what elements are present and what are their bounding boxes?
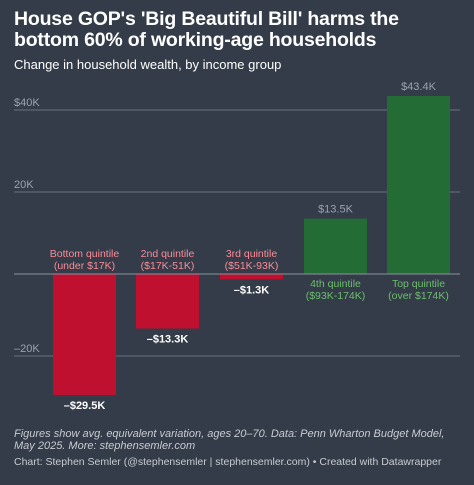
data-label: –$1.3K	[234, 284, 270, 296]
data-label: $43.4K	[401, 81, 437, 93]
chart-title: House GOP's 'Big Beautiful Bill' harms t…	[14, 8, 399, 51]
chart-subtitle: Change in household wealth, by income gr…	[14, 57, 282, 72]
category-label: 4th quintile	[310, 278, 361, 290]
category-label: (under $17K)	[54, 260, 115, 272]
y-tick-label: 20K	[14, 179, 34, 191]
category-label: 2nd quintile	[141, 248, 195, 260]
category-label: Top quintile	[392, 278, 445, 290]
bar	[136, 274, 199, 329]
category-label: ($93K-174K)	[306, 290, 366, 302]
category-label: ($17K-51K)	[141, 260, 195, 272]
y-tick-label: $40K	[14, 97, 40, 109]
category-label: (over $174K)	[388, 290, 449, 302]
bar	[53, 274, 116, 395]
category-label: 3rd quintile	[226, 248, 278, 260]
footnote: Figures show avg. equivalent variation, …	[14, 428, 445, 452]
y-tick-label: –20K	[14, 343, 40, 355]
data-label: –$29.5K	[64, 400, 106, 412]
category-label: ($51K-93K)	[225, 260, 279, 272]
bar	[304, 218, 367, 274]
credit-line: Chart: Stephen Semler (@stephensemler | …	[14, 456, 442, 468]
bar	[387, 96, 450, 274]
bar	[220, 274, 283, 280]
data-label: –$13.3K	[147, 334, 189, 346]
data-label: $13.5K	[318, 204, 354, 216]
category-label: Bottom quintile	[50, 248, 120, 260]
